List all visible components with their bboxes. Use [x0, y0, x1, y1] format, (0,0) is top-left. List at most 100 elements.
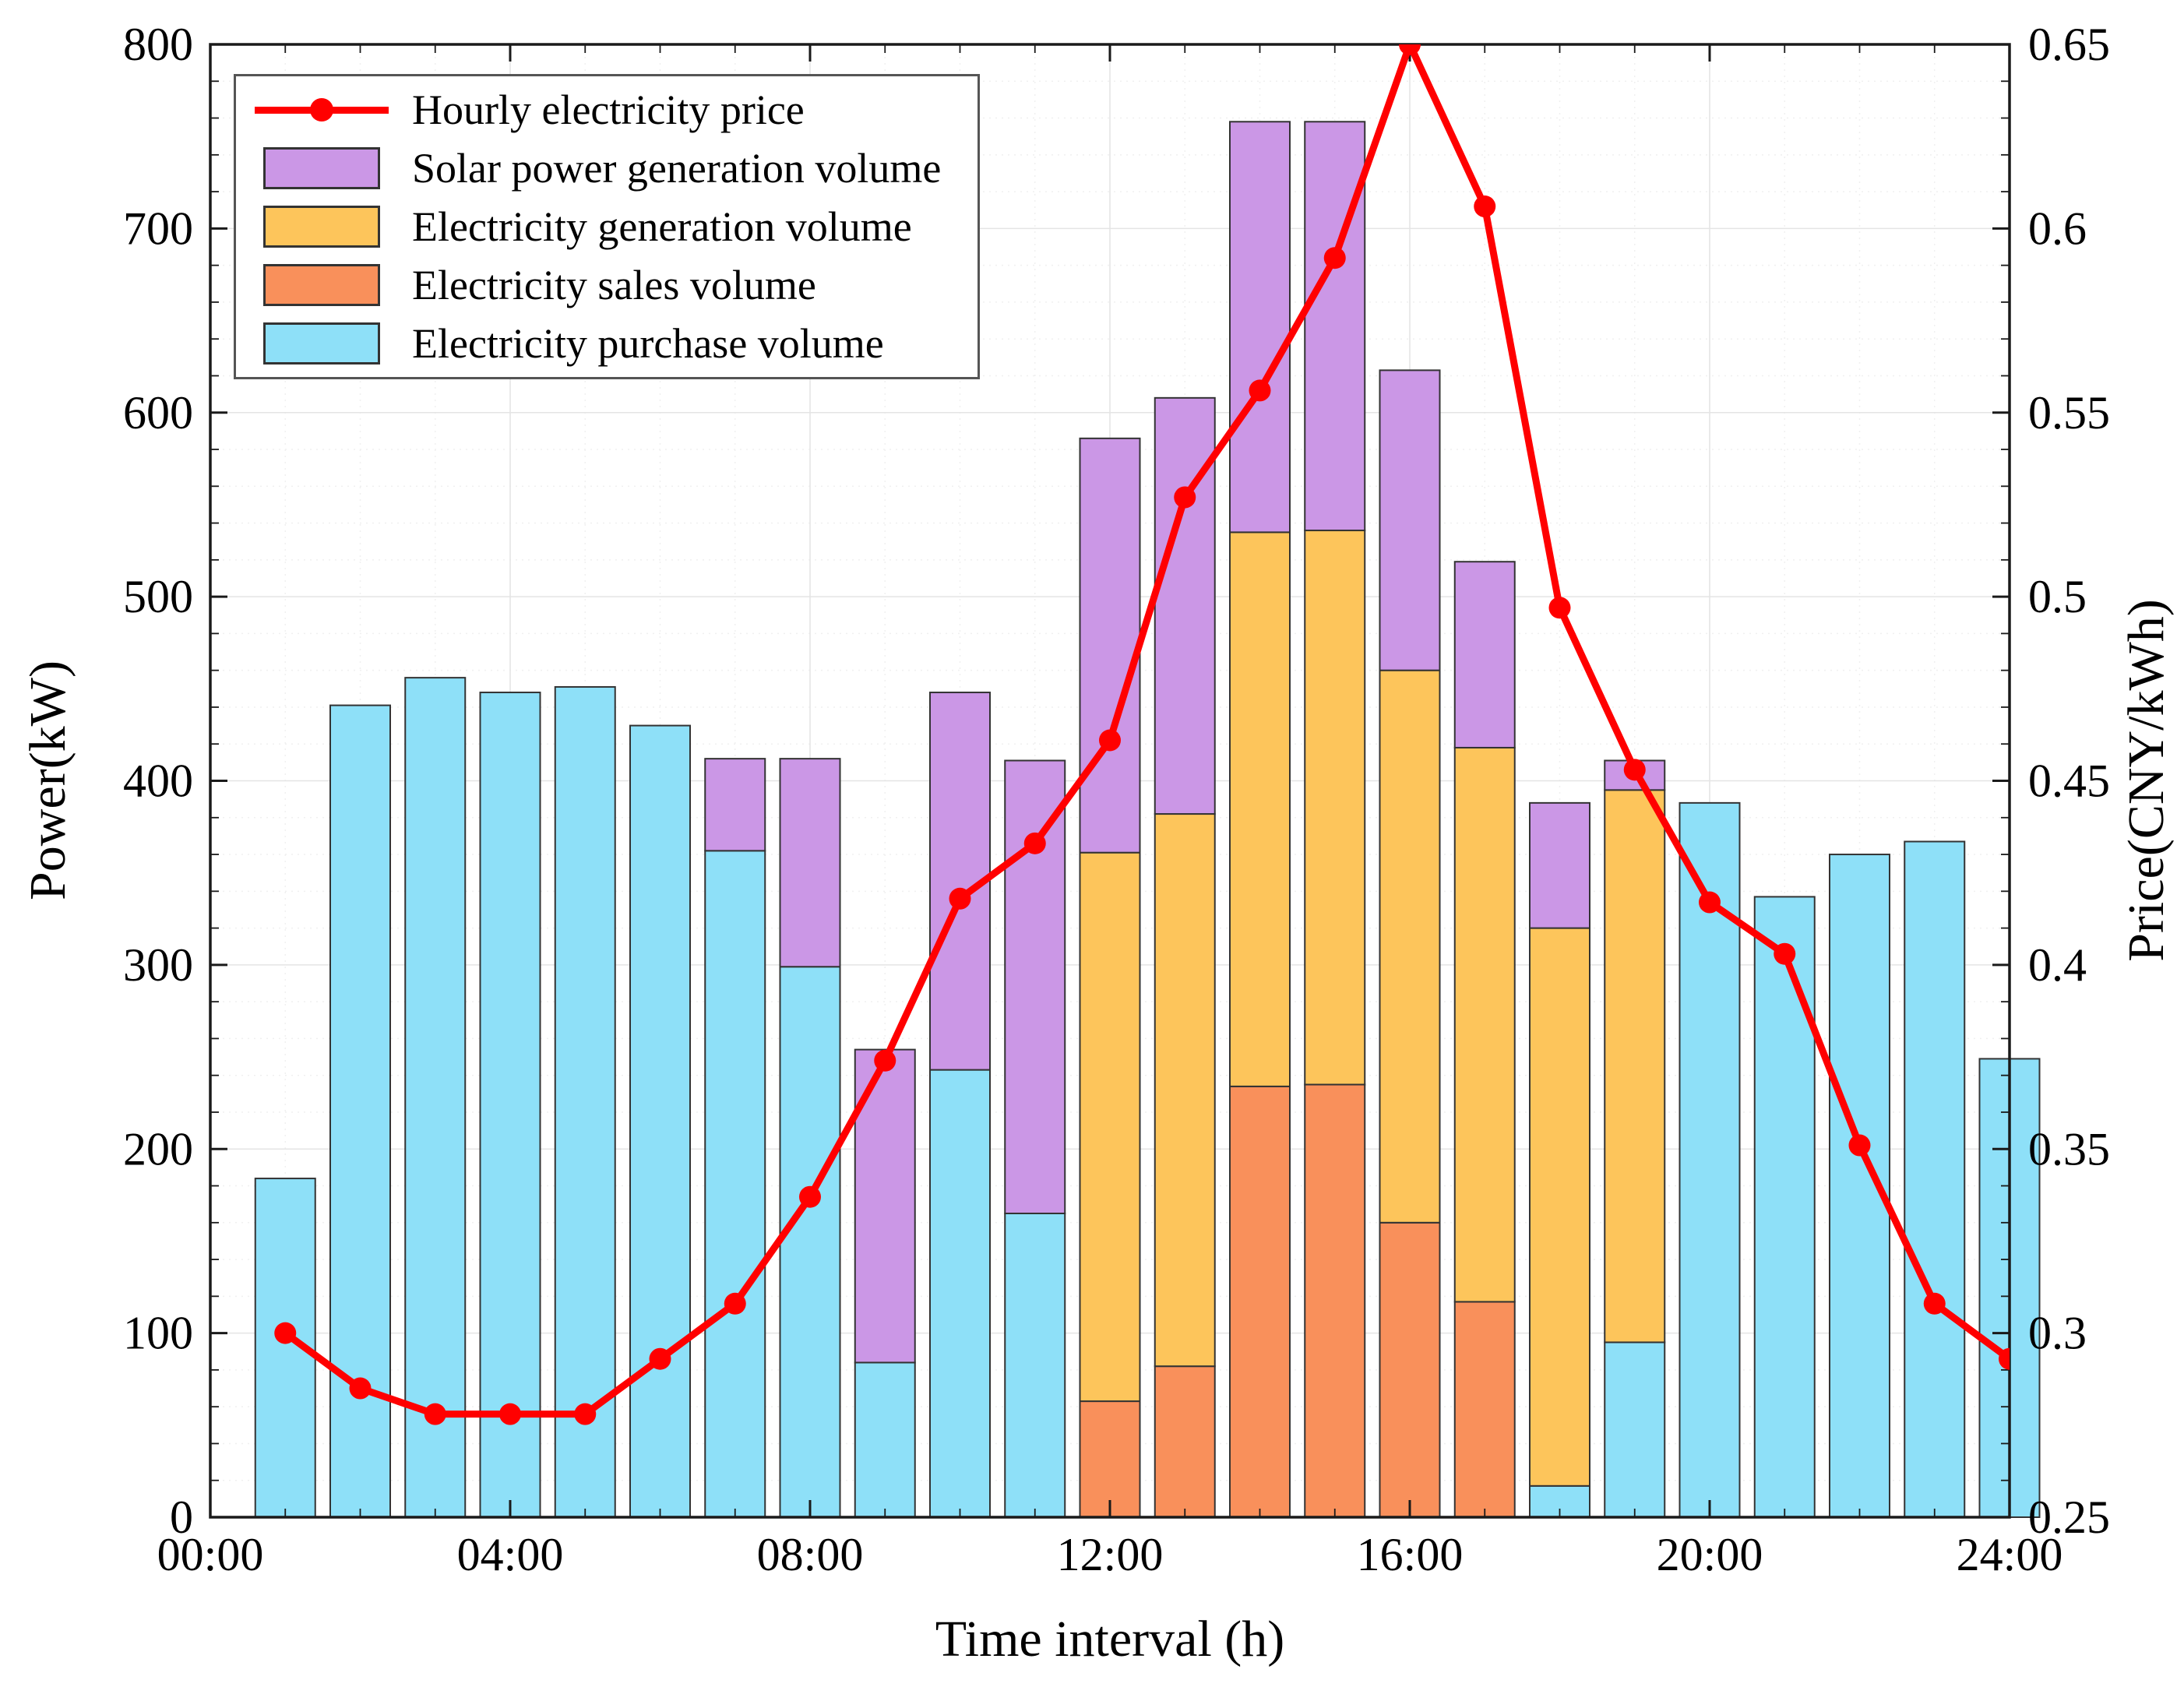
legend-entry: Electricity generation volume: [244, 199, 970, 254]
price-marker: [499, 1403, 521, 1425]
bar-segment: [1453, 1301, 1516, 1519]
price-marker: [724, 1292, 746, 1315]
bar-segment: [929, 1069, 991, 1518]
y-left-tick-label: 800: [123, 19, 193, 70]
legend-entry: Solar power generation volume: [244, 141, 970, 195]
price-marker: [1999, 1347, 2010, 1370]
y-left-tick-label: 100: [123, 1308, 193, 1359]
bar-segment: [1004, 759, 1066, 1214]
price-marker: [1099, 729, 1121, 752]
bar-segment: [479, 692, 541, 1518]
bar-segment: [1154, 396, 1216, 815]
bar-segment: [554, 685, 616, 1518]
legend-entry-label: Electricity purchase volume: [412, 319, 884, 367]
price-marker: [424, 1403, 446, 1425]
price-marker: [1323, 247, 1346, 269]
bar-segment: [1079, 437, 1141, 854]
x-tick-label: 12:00: [1057, 1529, 1164, 1580]
price-marker: [949, 887, 971, 910]
bar-segment: [1154, 813, 1216, 1368]
y-right-tick-label: 0.3: [2028, 1308, 2087, 1359]
bar-segment: [1529, 927, 1590, 1487]
bar-segment: [704, 850, 766, 1518]
y-right-tick-label: 0.35: [2028, 1123, 2110, 1175]
y-left-tick-label: 700: [123, 203, 193, 254]
legend-line-swatch-icon: [244, 98, 400, 122]
bar-segment: [1529, 801, 1590, 929]
price-marker: [1774, 942, 1796, 965]
y-left-tick-label: 300: [123, 939, 193, 991]
price-marker: [1848, 1134, 1871, 1157]
bar-segment: [1753, 896, 1816, 1518]
y-left-tick-label: 400: [123, 755, 193, 807]
bar-segment: [854, 1361, 916, 1518]
price-marker: [574, 1403, 597, 1425]
y-right-tick-label: 0.5: [2028, 571, 2087, 622]
y-right-tick-label: 0.45: [2028, 755, 2110, 807]
bar-segment: [704, 758, 766, 852]
legend-patch-swatch-icon: [244, 147, 400, 190]
price-marker: [649, 1347, 671, 1370]
legend-patch-swatch-icon: [244, 263, 400, 306]
price-line: [281, 44, 2010, 1418]
price-marker: [1474, 195, 1496, 218]
x-tick-label: 20:00: [1657, 1529, 1763, 1580]
legend-entry-label: Hourly electricity price: [412, 86, 805, 134]
y-right-tick-label: 0.65: [2028, 19, 2110, 70]
bar-segment: [779, 966, 841, 1518]
bar-segment: [1229, 1085, 1291, 1518]
x-tick-label: 16:00: [1357, 1529, 1464, 1580]
price-marker: [799, 1185, 821, 1208]
bar-segment: [1453, 561, 1516, 748]
bar-segment: [1604, 789, 1666, 1344]
price-marker: [1023, 832, 1046, 854]
bar-segment: [1679, 801, 1741, 1518]
price-marker: [874, 1049, 896, 1072]
bar-segment: [1379, 369, 1441, 671]
bar-segment: [1004, 1212, 1066, 1518]
price-marker: [1699, 891, 1721, 914]
plot-border: [209, 43, 2011, 1519]
bar-segment: [1079, 851, 1141, 1403]
price-marker: [349, 1377, 372, 1400]
legend-entry-label: Electricity generation volume: [412, 203, 912, 250]
bar-segment: [1229, 121, 1291, 534]
bar-segment: [1229, 531, 1291, 1087]
x-tick-label: 24:00: [1957, 1529, 2063, 1580]
bar-segment: [1304, 121, 1366, 532]
left-axis-title: Power(kW): [19, 660, 76, 900]
legend-patch-swatch-icon: [244, 205, 400, 248]
bar-segment: [1379, 1221, 1441, 1519]
bar-segment: [404, 677, 467, 1518]
y-right-tick-label: 0.55: [2028, 387, 2110, 438]
price-marker: [1923, 1292, 1946, 1315]
bar-segment: [1904, 840, 1966, 1519]
price-marker: [1249, 379, 1271, 402]
legend-patch-swatch-icon: [244, 322, 400, 365]
right-axis-title: Price(CNY/kWh): [2118, 599, 2175, 962]
price-marker: [274, 1322, 297, 1344]
legend-entry-label: Electricity sales volume: [412, 261, 816, 308]
bar-segment: [779, 758, 841, 968]
y-left-tick-label: 600: [123, 387, 193, 438]
x-tick-label: 04:00: [457, 1529, 564, 1580]
legend-entry-label: Solar power generation volume: [412, 145, 942, 192]
price-marker: [1174, 486, 1196, 509]
legend-entry: Electricity purchase volume: [244, 316, 970, 371]
x-tick-label: 00:00: [157, 1529, 264, 1580]
bar-segment: [1304, 1083, 1366, 1519]
bar-segment: [629, 724, 691, 1518]
x-tick-label: 08:00: [757, 1529, 864, 1580]
y-right-tick-label: 0.6: [2028, 203, 2087, 254]
legend-entry: Hourly electricity price: [244, 83, 970, 137]
y-left-tick-label: 0: [170, 1491, 193, 1543]
y-left-tick-label: 200: [123, 1123, 193, 1175]
bar-segment: [1304, 530, 1366, 1086]
legend-entry: Electricity sales volume: [244, 258, 970, 312]
price-marker: [1399, 44, 1421, 55]
y-right-tick-label: 0.4: [2028, 939, 2087, 991]
bar-segment: [1079, 1400, 1141, 1518]
x-axis-title: Time interval (h): [935, 1611, 1285, 1668]
